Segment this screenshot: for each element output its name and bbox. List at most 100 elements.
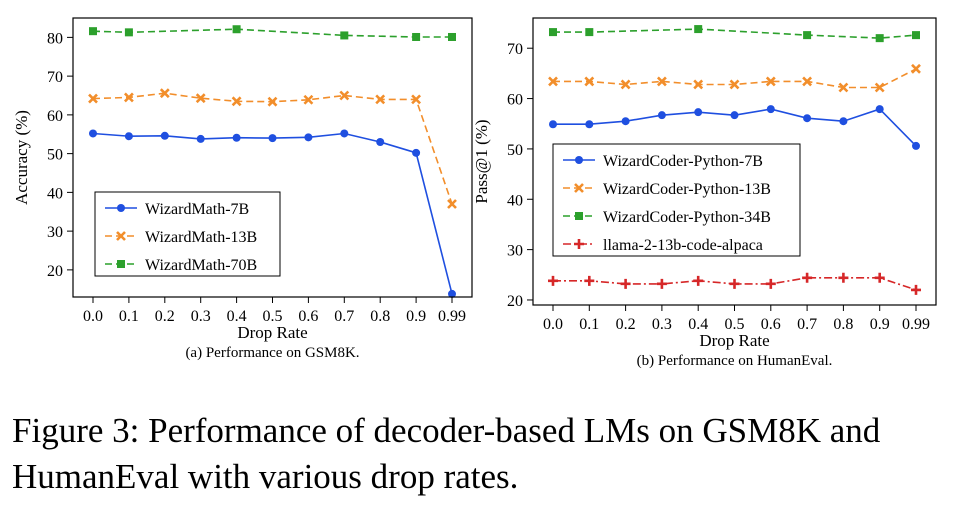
legend-item: WizardMath-7B [105, 201, 249, 218]
series-wizardcoder-python-7b [549, 105, 920, 150]
data-point [231, 96, 242, 107]
data-point [340, 31, 349, 40]
series-wizardmath-13b [88, 88, 457, 209]
x-tick-label: 0.1 [579, 316, 599, 333]
y-axis-label: Accuracy (%) [12, 110, 31, 205]
chart-panel-humaneval: 0.0 0.1 0.2 0.3 0.4 0.5 0.6 0.7 0.8 0.9 0.99 20 30 40… [472, 17, 937, 369]
series-line [553, 28, 917, 39]
data-point [911, 63, 921, 74]
series-wizardcoder-python-13b [548, 63, 921, 93]
legend-label: WizardCoder-Python-34B [603, 209, 771, 226]
data-point [803, 31, 812, 40]
y-tick-label: 50 [507, 142, 523, 159]
y-tick-label: 40 [507, 192, 523, 209]
data-point [912, 31, 920, 40]
series-line [92, 92, 453, 205]
data-point [89, 27, 97, 36]
x-tick-label: 0.6 [761, 316, 781, 333]
x-tick-label: 0.0 [543, 316, 563, 333]
y-tick-label: 20 [47, 263, 63, 280]
data-point [656, 278, 667, 289]
legend-item: llama-2-13b-code-alpaca [563, 237, 763, 254]
legend-marker [574, 239, 584, 249]
x-tick-label: 0.7 [334, 308, 354, 325]
legend-marker [574, 183, 584, 193]
data-point [232, 133, 241, 142]
legend-item: WizardCoder-Python-13B [563, 181, 771, 198]
data-point [339, 90, 350, 101]
y-axis-label: Pass@1 (%) [472, 119, 491, 203]
data-point [620, 79, 631, 90]
legend-marker [575, 156, 583, 164]
series-wizardmath-7b [89, 129, 456, 298]
data-point [620, 278, 631, 289]
data-point [584, 275, 595, 286]
data-point [693, 79, 704, 90]
x-tick-label: 0.99 [438, 308, 466, 325]
legend-label: WizardCoder-Python-7B [603, 153, 763, 170]
legend-item: WizardMath-70B [105, 257, 257, 274]
data-point [159, 88, 170, 99]
data-point [765, 278, 776, 289]
legend-marker [575, 212, 583, 220]
data-point [730, 111, 739, 120]
data-point [340, 129, 349, 138]
legend-label: WizardCoder-Python-13B [603, 181, 771, 198]
y-tick-label: 60 [507, 92, 523, 109]
y-tick-label: 70 [507, 41, 523, 58]
data-point [412, 32, 421, 41]
data-point [912, 141, 920, 150]
y-tick-label: 40 [47, 185, 63, 202]
data-point [548, 76, 558, 87]
series-line [92, 28, 452, 38]
data-point [88, 93, 98, 104]
series-llama-2-13b-code-alpaca [548, 272, 921, 295]
legend-label: WizardMath-7B [145, 201, 249, 218]
data-point [802, 76, 813, 87]
data-point [694, 108, 703, 117]
data-point [549, 120, 557, 129]
data-point [656, 76, 667, 87]
data-point [195, 93, 206, 104]
data-point [585, 120, 594, 129]
y-tick-label: 50 [47, 147, 63, 164]
x-tick-label: 0.2 [616, 316, 636, 333]
x-tick-label: 0.0 [83, 308, 103, 325]
legend-item: WizardMath-13B [105, 229, 257, 246]
data-point [123, 92, 134, 103]
x-tick-label: 0.99 [902, 316, 930, 333]
x-tick-label: 0.8 [370, 308, 390, 325]
data-point [412, 148, 421, 157]
subcaption: (a) Performance on GSM8K. [185, 345, 359, 361]
x-tick-label: 0.9 [870, 316, 890, 333]
data-point [447, 199, 457, 209]
x-tick-label: 0.3 [191, 308, 211, 325]
data-point [160, 131, 169, 140]
data-point [375, 94, 386, 105]
series-wizardmath-70b [89, 25, 456, 41]
y-tick-label: 60 [47, 108, 63, 125]
data-point [729, 278, 740, 289]
data-point [766, 105, 775, 114]
figure-caption: Figure 3: Performance of decoder-based L… [12, 411, 881, 496]
data-point [875, 105, 884, 114]
data-point [124, 28, 133, 37]
data-point [875, 34, 884, 43]
legend: WizardMath-7B WizardMath-13B WizardMath-70… [94, 191, 281, 277]
legend-marker [117, 204, 125, 212]
data-point [448, 32, 456, 41]
subcaption: (b) Performance on HumanEval. [637, 353, 833, 369]
data-point [232, 25, 241, 34]
data-point [621, 117, 630, 126]
data-point [585, 28, 594, 37]
x-tick-label: 0.7 [797, 316, 817, 333]
y-tick-label: 70 [47, 69, 63, 86]
x-tick-label: 0.5 [263, 308, 283, 325]
legend-label: llama-2-13b-code-alpaca [603, 237, 763, 254]
data-point [803, 114, 812, 123]
y-tick-label: 30 [507, 243, 523, 260]
x-tick-label: 0.5 [725, 316, 745, 333]
data-point [838, 272, 849, 283]
data-point [729, 79, 740, 90]
x-axis-label: Drop Rate [699, 331, 769, 350]
